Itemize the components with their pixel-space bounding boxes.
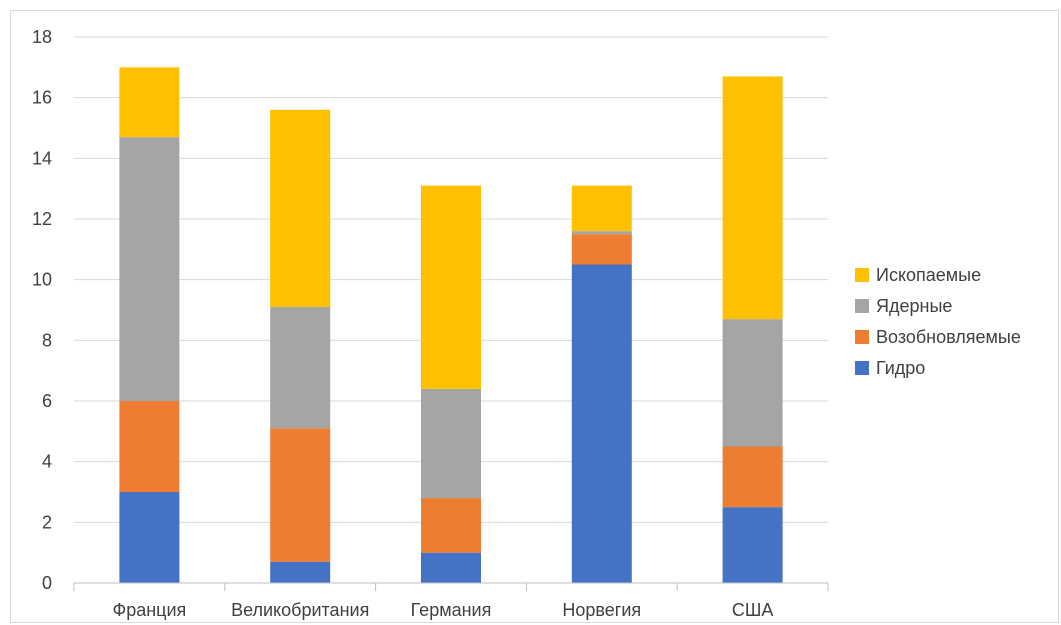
x-tick-label: Норвегия: [562, 600, 641, 620]
y-tick-label: 10: [32, 270, 52, 290]
legend-label: Ископаемые: [876, 265, 981, 285]
y-tick-label: 18: [32, 27, 52, 47]
bar-Ядерные-Франция: [119, 137, 180, 401]
bar-Ископаемые-Великобритания: [270, 109, 331, 307]
x-tick-label: Германия: [411, 600, 492, 620]
bar-Ядерные-Норвегия: [571, 231, 632, 235]
bar-Гидро-Франция: [119, 492, 180, 583]
gridlines: [74, 36, 828, 523]
bar-Ископаемые-США: [722, 76, 783, 320]
y-tick-label: 4: [42, 452, 52, 472]
chart-frame: [10, 10, 1059, 623]
legend-swatch: [855, 268, 869, 282]
y-tick-label: 8: [42, 330, 52, 350]
bar-Ядерные-США: [722, 319, 783, 447]
bar-Гидро-США: [722, 507, 783, 583]
legend-swatch: [855, 299, 869, 313]
bar-Гидро-Норвегия: [571, 264, 632, 583]
bar-Возобновляемые-Германия: [421, 498, 481, 553]
bar-Ископаемые-Германия: [421, 185, 481, 389]
bar-Гидро-Германия: [421, 552, 481, 583]
bar-Гидро-Великобритания: [270, 561, 331, 583]
y-tick-label: 16: [32, 88, 52, 108]
y-tick-label: 2: [42, 512, 52, 532]
legend-label: Гидро: [876, 358, 925, 378]
axes: [73, 582, 829, 591]
y-tick-label: 12: [32, 209, 52, 229]
bar-Ископаемые-Норвегия: [571, 185, 632, 232]
legend: Ископаемые Ядерные Возобновляемые Гидро: [855, 265, 1021, 378]
bar-Ядерные-Великобритания: [270, 306, 331, 429]
bar-Ископаемые-Франция: [119, 67, 180, 138]
y-tick-label: 0: [42, 573, 52, 593]
legend-swatch: [855, 361, 869, 375]
x-tick-label: Великобритания: [231, 600, 369, 620]
x-tick-label: Франция: [113, 600, 187, 620]
bar-Возобновляемые-Норвегия: [571, 234, 632, 265]
y-tick-labels: 0 2 4 6 8 10 12 14 16 18: [32, 27, 52, 593]
legend-label: Ядерные: [876, 296, 952, 316]
bars: [119, 67, 783, 583]
legend-label: Возобновляемые: [876, 327, 1021, 347]
bar-Возобновляемые-Великобритания: [270, 428, 331, 562]
y-tick-label: 14: [32, 148, 52, 168]
x-tick-label: США: [732, 600, 774, 620]
legend-swatch: [855, 330, 869, 344]
bar-Возобновляемые-США: [722, 446, 783, 508]
bar-Возобновляемые-Франция: [119, 401, 180, 492]
x-tick-labels: Франция Великобритания Германия Норвегия США: [113, 600, 774, 620]
y-tick-label: 6: [42, 391, 52, 411]
bar-Ядерные-Германия: [421, 388, 481, 499]
